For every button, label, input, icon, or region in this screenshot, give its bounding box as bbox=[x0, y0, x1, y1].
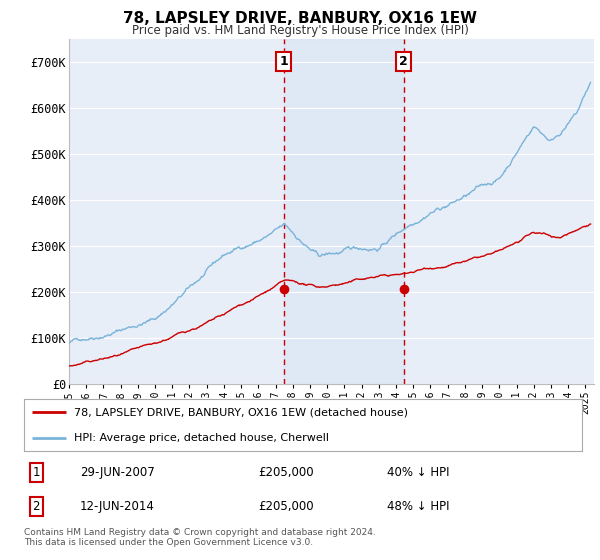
Bar bbox=[284, 39, 404, 384]
Text: 2: 2 bbox=[400, 55, 408, 68]
Text: 1: 1 bbox=[32, 466, 40, 479]
Text: 78, LAPSLEY DRIVE, BANBURY, OX16 1EW: 78, LAPSLEY DRIVE, BANBURY, OX16 1EW bbox=[123, 11, 477, 26]
Text: Contains HM Land Registry data © Crown copyright and database right 2024.
This d: Contains HM Land Registry data © Crown c… bbox=[24, 528, 376, 547]
Text: Price paid vs. HM Land Registry's House Price Index (HPI): Price paid vs. HM Land Registry's House … bbox=[131, 24, 469, 36]
Text: HPI: Average price, detached house, Cherwell: HPI: Average price, detached house, Cher… bbox=[74, 433, 329, 443]
Text: 78, LAPSLEY DRIVE, BANBURY, OX16 1EW (detached house): 78, LAPSLEY DRIVE, BANBURY, OX16 1EW (de… bbox=[74, 407, 408, 417]
Text: 2: 2 bbox=[32, 500, 40, 513]
Text: £205,000: £205,000 bbox=[259, 466, 314, 479]
Text: 40% ↓ HPI: 40% ↓ HPI bbox=[387, 466, 449, 479]
Text: 48% ↓ HPI: 48% ↓ HPI bbox=[387, 500, 449, 513]
Text: 29-JUN-2007: 29-JUN-2007 bbox=[80, 466, 155, 479]
Text: 1: 1 bbox=[280, 55, 289, 68]
Text: £205,000: £205,000 bbox=[259, 500, 314, 513]
Text: 12-JUN-2014: 12-JUN-2014 bbox=[80, 500, 155, 513]
